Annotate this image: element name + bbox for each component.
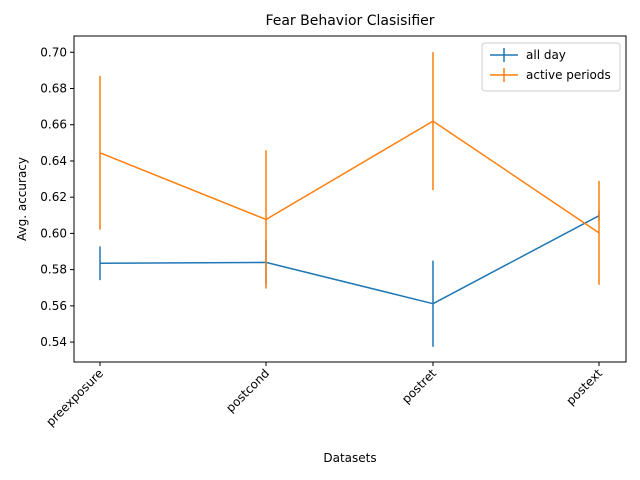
legend: all day active periods: [481, 42, 621, 92]
chart-title: Fear Behavior Clasisifier: [265, 13, 434, 29]
y-tick-label: 0.56: [40, 299, 67, 313]
plot-area: [99, 52, 600, 347]
y-tick-label: 0.62: [40, 190, 67, 204]
legend-entry-label: active periods: [526, 68, 611, 82]
series-line: [99, 120, 600, 234]
y-axis-label: Avg. accuracy: [15, 157, 29, 241]
y-tick-label: 0.58: [40, 263, 67, 277]
axes-frame: [73, 35, 627, 363]
x-axis-label: Datasets: [323, 451, 376, 465]
y-tick-label: 0.64: [40, 154, 67, 168]
y-tick-label: 0.60: [40, 226, 67, 240]
y-tick-label: 0.68: [40, 82, 67, 96]
y-tick-label: 0.70: [40, 45, 67, 59]
axes: [73, 35, 627, 363]
y-tick-label: 0.54: [40, 335, 67, 349]
legend-entry-label: all day: [526, 48, 566, 62]
y-tick-label: 0.66: [40, 118, 67, 132]
y-axis-ticks: 0.54 0.56 0.58 0.60 0.62 0.64 0.66 0.68 0.70: [40, 45, 74, 349]
series-line: [99, 214, 600, 305]
series-1: [99, 52, 600, 289]
